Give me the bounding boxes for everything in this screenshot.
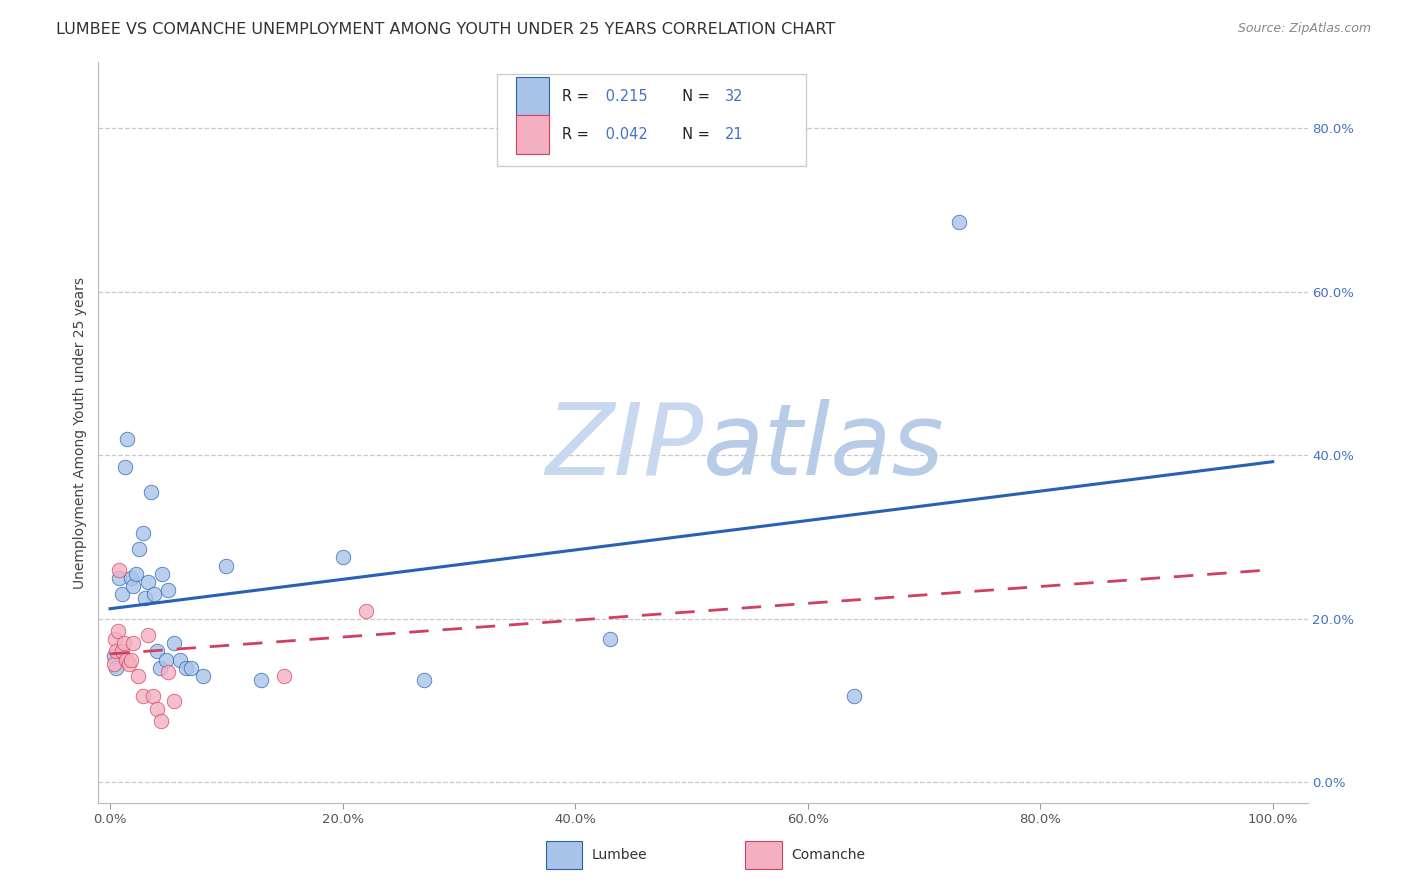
Text: 0.215: 0.215 (602, 89, 648, 103)
Point (149, 661, 172, 675)
Point (128, 542, 150, 557)
Point (157, 665, 180, 679)
FancyBboxPatch shape (546, 841, 582, 870)
Point (273, 669, 295, 683)
FancyBboxPatch shape (745, 841, 782, 870)
Point (131, 525, 153, 540)
Point (143, 587, 166, 601)
Text: Comanche: Comanche (792, 848, 865, 863)
Point (138, 574, 160, 589)
Point (103, 648, 125, 663)
Point (332, 550, 354, 565)
Point (250, 673, 273, 687)
Text: atlas: atlas (703, 399, 945, 496)
Point (163, 693, 186, 707)
Point (150, 714, 173, 728)
Point (599, 632, 621, 647)
Point (844, 690, 866, 704)
Point (103, 657, 125, 671)
Point (104, 661, 127, 675)
Text: N =: N = (672, 89, 714, 103)
Point (948, 215, 970, 229)
Point (120, 571, 142, 585)
Text: N =: N = (672, 128, 714, 142)
Point (155, 653, 177, 667)
Text: LUMBEE VS COMANCHE UNEMPLOYMENT AMONG YOUTH UNDER 25 YEARS CORRELATION CHART: LUMBEE VS COMANCHE UNEMPLOYMENT AMONG YO… (56, 22, 835, 37)
Point (150, 566, 173, 581)
Text: 0.042: 0.042 (602, 128, 648, 142)
Point (169, 653, 191, 667)
Point (215, 558, 238, 573)
Point (111, 644, 134, 658)
Point (120, 653, 142, 667)
Point (174, 661, 197, 675)
Point (118, 657, 141, 671)
FancyBboxPatch shape (498, 73, 806, 166)
Text: 21: 21 (724, 128, 744, 142)
FancyBboxPatch shape (516, 77, 550, 116)
Y-axis label: Unemployment Among Youth under 25 years: Unemployment Among Youth under 25 years (73, 277, 87, 589)
Point (139, 484, 162, 499)
Point (122, 579, 145, 593)
Point (145, 702, 167, 716)
Point (114, 460, 136, 475)
Point (191, 669, 214, 683)
Text: ZIP: ZIP (544, 399, 703, 496)
Point (145, 644, 167, 658)
Point (142, 690, 165, 704)
Text: 32: 32 (724, 89, 744, 103)
Point (107, 624, 129, 638)
Point (108, 563, 131, 577)
Text: Source: ZipAtlas.com: Source: ZipAtlas.com (1237, 22, 1371, 36)
Point (127, 669, 149, 683)
Text: R =: R = (561, 89, 593, 103)
Point (157, 583, 180, 598)
Point (115, 653, 138, 667)
Point (131, 690, 153, 704)
Point (413, 673, 436, 687)
Point (354, 603, 377, 617)
Point (122, 636, 145, 650)
Text: Lumbee: Lumbee (592, 848, 647, 863)
Point (117, 432, 139, 446)
FancyBboxPatch shape (516, 115, 550, 154)
Point (112, 636, 135, 650)
Point (163, 636, 186, 650)
Point (111, 587, 134, 601)
Point (124, 566, 146, 581)
Point (180, 661, 202, 675)
Point (138, 628, 160, 642)
Point (104, 644, 127, 658)
Point (108, 571, 131, 585)
Text: R =: R = (561, 128, 593, 142)
Point (134, 591, 156, 606)
Point (104, 632, 127, 647)
